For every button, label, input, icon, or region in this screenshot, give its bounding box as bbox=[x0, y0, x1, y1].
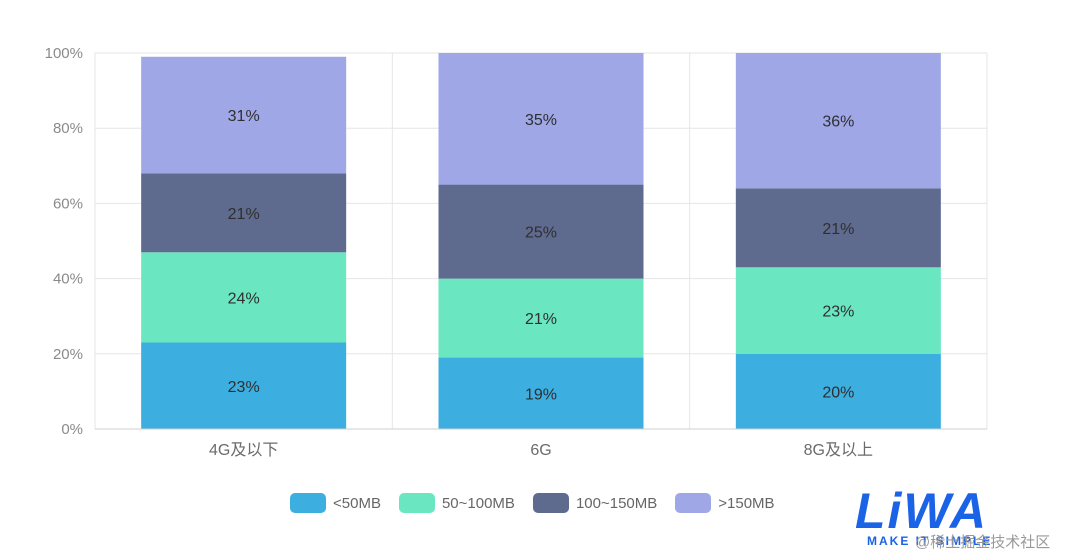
legend-label: 50~100MB bbox=[441, 494, 515, 512]
legend-swatch bbox=[290, 493, 326, 513]
bar-segment bbox=[735, 53, 941, 189]
y-tick-label: 80% bbox=[53, 120, 83, 137]
data-label: 21% bbox=[228, 206, 260, 223]
data-label: 23% bbox=[228, 379, 260, 396]
data-label: 19% bbox=[525, 386, 557, 403]
data-label: 24% bbox=[228, 290, 260, 307]
x-tick-label: 6G bbox=[530, 442, 551, 459]
data-label: 20% bbox=[822, 384, 854, 401]
y-tick-label: 0% bbox=[61, 421, 83, 438]
y-axis: 0% 20% 40% 60% 80% 100% bbox=[45, 45, 83, 438]
stacked-bar-chart: 0% 20% 40% 60% 80% 100% 23% 24% 21% 31% 19% 21% 25%… bbox=[45, 45, 988, 459]
x-axis: 4G及以下 6G 8G及以上 bbox=[95, 428, 987, 459]
y-tick-label: 20% bbox=[53, 346, 83, 363]
data-label: 21% bbox=[822, 221, 854, 238]
legend-swatch bbox=[532, 493, 569, 513]
bar-segment bbox=[438, 184, 644, 279]
bar-segment bbox=[141, 252, 347, 343]
data-label: 31% bbox=[228, 108, 260, 125]
legend-item: <50MB bbox=[290, 493, 381, 513]
bar-segment bbox=[438, 357, 644, 429]
bar-segment bbox=[735, 353, 941, 429]
data-label: 25% bbox=[525, 225, 557, 242]
bar-segment bbox=[141, 173, 347, 253]
legend-label: >150MB bbox=[718, 494, 775, 512]
bar-segment bbox=[438, 278, 644, 358]
data-label: 36% bbox=[822, 114, 854, 131]
bars: 23% 24% 21% 31% 19% 21% 25% 35% 20% 23% 21% 36% bbox=[141, 53, 941, 429]
y-tick-label: 100% bbox=[45, 45, 83, 62]
logo-wordmark: LiWA bbox=[855, 483, 988, 539]
legend-swatch bbox=[398, 493, 435, 513]
y-tick-label: 40% bbox=[53, 271, 83, 288]
data-label: 21% bbox=[525, 311, 557, 328]
bar-segment bbox=[438, 53, 644, 185]
legend-swatch bbox=[675, 493, 712, 513]
data-label: 23% bbox=[822, 304, 854, 321]
bar-segment bbox=[735, 188, 941, 268]
legend-label: 100~150MB bbox=[575, 494, 658, 512]
legend: <50MB 50~100MB 100~150MB >150MB bbox=[290, 493, 775, 513]
watermark: @稀土掘金技术社区 bbox=[915, 534, 1051, 551]
legend-item: 100~150MB bbox=[532, 493, 658, 513]
legend-label: <50MB bbox=[333, 494, 381, 512]
y-tick-label: 60% bbox=[53, 195, 83, 212]
x-tick-label: 4G及以下 bbox=[209, 442, 278, 459]
bar-segment bbox=[141, 342, 347, 429]
data-label: 35% bbox=[525, 112, 557, 129]
bar-segment bbox=[141, 56, 347, 174]
logo-tagline: MAKE IT SIMPLE bbox=[867, 534, 993, 548]
x-tick-label: 8G及以上 bbox=[804, 441, 873, 459]
bar-segment bbox=[735, 267, 941, 354]
legend-item: >150MB bbox=[675, 493, 775, 513]
legend-item: 50~100MB bbox=[398, 493, 515, 513]
liwa-logo: LiWA MAKE IT SIMPLE @稀土掘金技术社区 bbox=[855, 483, 1055, 554]
